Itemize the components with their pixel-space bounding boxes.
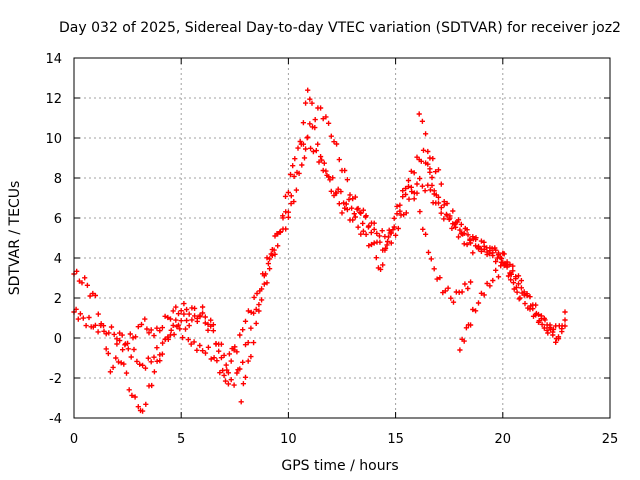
y-tick-label: 12: [45, 92, 62, 107]
plot-frame: [73, 57, 611, 419]
y-tick-label: -4: [49, 412, 62, 427]
y-tick-label: 0: [54, 332, 62, 347]
x-tick-label: 20: [495, 432, 512, 447]
x-tick-label: 15: [387, 432, 404, 447]
x-tick-label: 0: [70, 432, 78, 447]
y-axis-label: SDTVAR / TECUs: [7, 181, 23, 296]
sat-track-6-markers: [457, 259, 568, 353]
y-tick-label: 4: [54, 252, 62, 267]
x-tick-label: 10: [280, 432, 297, 447]
y-tick-label: 2: [54, 292, 62, 307]
y-tick-label: 14: [45, 52, 62, 67]
x-tick-label: 5: [177, 432, 185, 447]
sat-track-6: [457, 259, 568, 353]
x-axis-label: GPS time / hours: [281, 458, 398, 474]
y-tick-label: 10: [45, 132, 62, 147]
y-tick-label: 8: [54, 172, 62, 187]
y-tick-label: -2: [49, 372, 62, 387]
y-tick-label: 6: [54, 212, 62, 227]
x-tick-label: 25: [602, 432, 619, 447]
chart-title: Day 032 of 2025, Sidereal Day-to-day VTE…: [59, 20, 621, 36]
